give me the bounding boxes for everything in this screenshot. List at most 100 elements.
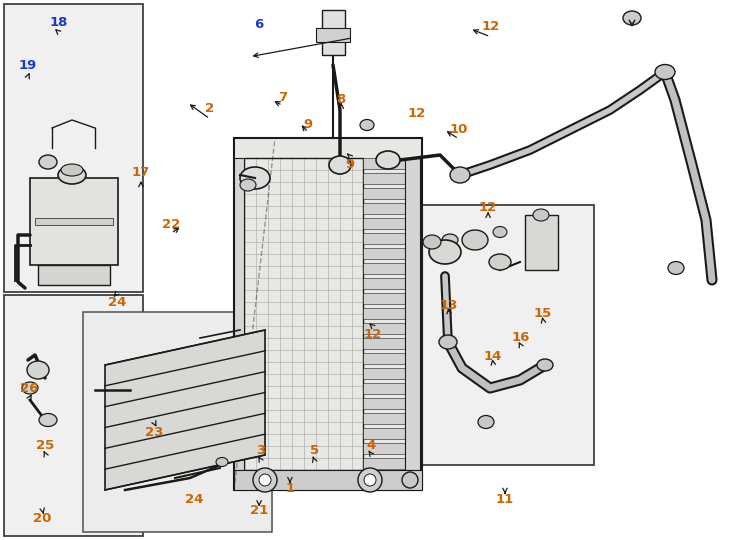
Bar bbox=[418, 205, 594, 465]
Circle shape bbox=[402, 472, 418, 488]
Ellipse shape bbox=[216, 457, 228, 467]
Ellipse shape bbox=[58, 166, 86, 184]
Polygon shape bbox=[234, 138, 422, 490]
Bar bbox=[363, 218, 405, 229]
Circle shape bbox=[259, 474, 271, 486]
Ellipse shape bbox=[376, 151, 400, 169]
Bar bbox=[322, 10, 345, 55]
Ellipse shape bbox=[27, 361, 49, 379]
Text: 1: 1 bbox=[286, 482, 294, 495]
Text: 21: 21 bbox=[250, 504, 268, 517]
Text: 17: 17 bbox=[132, 166, 150, 179]
Text: 16: 16 bbox=[512, 331, 531, 344]
Ellipse shape bbox=[360, 119, 374, 131]
Ellipse shape bbox=[462, 230, 488, 250]
Ellipse shape bbox=[533, 209, 549, 221]
Text: 5: 5 bbox=[310, 444, 319, 457]
Text: 8: 8 bbox=[337, 93, 346, 106]
Bar bbox=[234, 470, 422, 490]
Text: 22: 22 bbox=[162, 218, 180, 231]
Ellipse shape bbox=[39, 414, 57, 427]
Text: 7: 7 bbox=[278, 91, 287, 104]
Text: 14: 14 bbox=[484, 350, 503, 363]
Text: 24: 24 bbox=[108, 296, 127, 309]
Text: 12: 12 bbox=[482, 21, 499, 33]
Bar bbox=[30, 178, 118, 265]
Ellipse shape bbox=[655, 64, 675, 79]
Bar bbox=[363, 338, 405, 349]
Text: 6: 6 bbox=[255, 18, 264, 31]
Text: 4: 4 bbox=[366, 439, 375, 452]
Text: 15: 15 bbox=[534, 307, 552, 320]
Text: 12: 12 bbox=[364, 328, 382, 341]
Ellipse shape bbox=[240, 179, 256, 191]
Bar bbox=[525, 215, 558, 270]
Bar bbox=[363, 353, 405, 364]
Ellipse shape bbox=[450, 167, 470, 183]
Ellipse shape bbox=[439, 335, 457, 349]
Text: 11: 11 bbox=[496, 493, 514, 506]
Ellipse shape bbox=[61, 164, 83, 176]
Ellipse shape bbox=[329, 156, 351, 174]
Bar bbox=[363, 278, 405, 289]
Bar bbox=[405, 158, 420, 470]
Ellipse shape bbox=[423, 235, 441, 249]
Bar bbox=[316, 28, 350, 42]
Ellipse shape bbox=[668, 261, 684, 274]
Bar bbox=[363, 248, 405, 259]
Text: 12: 12 bbox=[479, 201, 497, 214]
Text: 3: 3 bbox=[256, 444, 265, 457]
Text: 12: 12 bbox=[408, 107, 426, 120]
Bar bbox=[363, 233, 405, 244]
Bar bbox=[234, 158, 244, 470]
Bar bbox=[363, 323, 405, 334]
Bar bbox=[4, 4, 143, 292]
Text: 13: 13 bbox=[440, 299, 459, 312]
Ellipse shape bbox=[39, 155, 57, 169]
Text: 10: 10 bbox=[449, 123, 468, 136]
Circle shape bbox=[364, 474, 376, 486]
Bar bbox=[363, 158, 405, 169]
Bar bbox=[363, 383, 405, 394]
Text: 23: 23 bbox=[145, 426, 164, 438]
Ellipse shape bbox=[656, 65, 674, 79]
Text: 9: 9 bbox=[304, 118, 313, 131]
Bar bbox=[363, 368, 405, 379]
Ellipse shape bbox=[442, 234, 458, 246]
Bar bbox=[244, 158, 363, 470]
Ellipse shape bbox=[429, 240, 461, 264]
Bar bbox=[35, 218, 113, 225]
Ellipse shape bbox=[478, 415, 494, 429]
Bar bbox=[363, 188, 405, 199]
Bar bbox=[38, 265, 110, 285]
Bar bbox=[363, 428, 405, 439]
Bar bbox=[363, 173, 405, 184]
Bar bbox=[363, 398, 405, 409]
Text: 25: 25 bbox=[37, 439, 54, 452]
Bar bbox=[363, 443, 405, 454]
Text: 24: 24 bbox=[185, 493, 204, 506]
Bar bbox=[83, 312, 272, 532]
Ellipse shape bbox=[240, 167, 270, 189]
Text: 2: 2 bbox=[206, 102, 214, 114]
Text: 9: 9 bbox=[346, 158, 355, 171]
Bar bbox=[363, 263, 405, 274]
Bar bbox=[363, 413, 405, 424]
Ellipse shape bbox=[489, 254, 511, 270]
Ellipse shape bbox=[22, 382, 38, 394]
Circle shape bbox=[358, 468, 382, 492]
Text: 18: 18 bbox=[49, 16, 68, 29]
Text: 26: 26 bbox=[20, 382, 39, 395]
Text: 20: 20 bbox=[33, 512, 52, 525]
Polygon shape bbox=[105, 330, 265, 490]
Bar bbox=[363, 293, 405, 304]
Bar bbox=[363, 458, 405, 469]
Ellipse shape bbox=[623, 11, 641, 25]
Bar bbox=[363, 203, 405, 214]
Bar bbox=[363, 308, 405, 319]
Circle shape bbox=[253, 468, 277, 492]
Bar bbox=[4, 295, 143, 536]
Ellipse shape bbox=[493, 226, 507, 238]
Text: 19: 19 bbox=[19, 59, 37, 72]
Ellipse shape bbox=[537, 359, 553, 371]
